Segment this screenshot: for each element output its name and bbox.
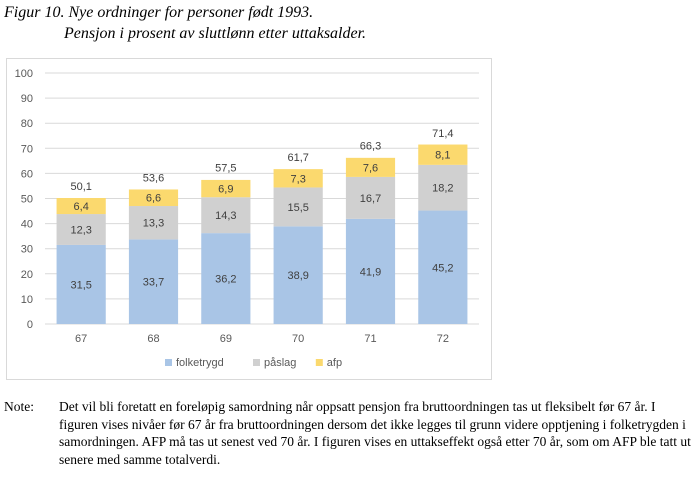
total-label: 71,4	[432, 128, 453, 140]
data-label-afp: 7,6	[363, 162, 378, 174]
bar-segment-påslag	[201, 197, 251, 234]
total-label: 53,6	[143, 172, 164, 184]
data-label-folketrygd: 45,2	[432, 262, 453, 274]
bar-segment-folketrygd	[201, 233, 251, 324]
y-tick-label: 70	[21, 143, 33, 155]
stacked-bar-chart: 0 10 20 30 40 50 60 70 80 90 100 31,5 12,3 6,4 50,1 67 3…	[15, 68, 479, 369]
y-tick-label: 10	[21, 294, 33, 306]
note-text: Det vil bli foretatt en foreløpig samord…	[59, 399, 691, 467]
bar-segment-folketrygd	[273, 226, 323, 324]
data-label-påslag: 16,7	[360, 193, 381, 205]
bar-segment-afp	[201, 179, 251, 198]
x-tick-label: 70	[292, 333, 304, 345]
chart-area: 0 10 20 30 40 50 60 70 80 90 100 31,5 12,3 6,4 50,1 67 3…	[6, 58, 492, 380]
bar-segment-folketrygd	[128, 239, 179, 324]
figure-title: Figur 10. Nye ordninger for personer fød…	[4, 4, 314, 21]
x-tick-label: 69	[220, 333, 232, 345]
bar-segment-folketrygd	[345, 218, 396, 324]
data-label-påslag: 12,3	[70, 224, 91, 236]
data-label-afp: 6,4	[74, 201, 89, 213]
data-label-folketrygd: 33,7	[143, 277, 164, 289]
bar-segment-folketrygd	[56, 244, 106, 324]
data-label-folketrygd: 31,5	[70, 279, 91, 291]
bar-segment-påslag	[128, 206, 179, 240]
bar-segment-afp	[56, 197, 106, 215]
y-tick-label: 80	[21, 118, 33, 130]
y-tick-label: 50	[21, 194, 33, 206]
y-tick-label: 100	[15, 68, 33, 80]
bar-segment-påslag	[56, 214, 106, 245]
legend-swatch-folketrygd	[165, 359, 172, 366]
y-tick-label: 90	[21, 93, 33, 105]
bar-segment-afp	[273, 169, 323, 188]
figure-subtitle: Pensjon i prosent av sluttlønn etter utt…	[64, 25, 367, 42]
bar-segment-påslag	[345, 176, 396, 219]
data-label-afp: 8,1	[435, 150, 450, 162]
total-label: 66,3	[360, 141, 381, 153]
y-tick-label: 0	[27, 319, 33, 331]
data-label-folketrygd: 41,9	[360, 266, 381, 278]
data-label-påslag: 15,5	[287, 202, 308, 214]
x-tick-label: 67	[75, 333, 87, 345]
y-tick-label: 30	[21, 244, 33, 256]
data-label-påslag: 13,3	[143, 218, 164, 230]
legend-label-påslag: påslag	[264, 357, 296, 369]
legend-label-folketrygd: folketrygd	[176, 357, 224, 369]
total-label: 57,5	[215, 163, 236, 175]
legend-swatch-afp	[315, 359, 323, 366]
data-label-afp: 7,3	[291, 173, 306, 185]
y-tick-label: 20	[21, 269, 33, 281]
bar-segment-påslag	[273, 187, 323, 227]
bar-segment-afp	[128, 189, 179, 207]
data-label-påslag: 18,2	[432, 183, 453, 195]
x-tick-label: 68	[147, 333, 159, 345]
legend-label-afp: afp	[327, 357, 342, 369]
figure-title-block: Figur 10. Nye ordninger for personer fød…	[4, 2, 366, 44]
total-label: 50,1	[70, 181, 91, 193]
bar-segment-afp	[345, 157, 396, 177]
y-tick-label: 40	[21, 219, 33, 231]
data-label-afp: 6,6	[146, 193, 161, 205]
x-tick-label: 71	[364, 333, 376, 345]
data-label-folketrygd: 36,2	[215, 274, 236, 286]
x-tick-label: 72	[437, 333, 449, 345]
data-label-afp: 6,9	[218, 184, 233, 196]
bar-segment-folketrygd	[418, 210, 468, 324]
bar-segment-afp	[418, 144, 468, 165]
y-tick-label: 60	[21, 168, 33, 180]
data-label-folketrygd: 38,9	[287, 270, 308, 282]
total-label: 61,7	[287, 152, 308, 164]
legend-swatch-påslag	[253, 359, 260, 366]
note-label: Note:	[4, 399, 34, 414]
data-label-påslag: 14,3	[215, 210, 236, 222]
bar-segment-påslag	[418, 164, 468, 211]
